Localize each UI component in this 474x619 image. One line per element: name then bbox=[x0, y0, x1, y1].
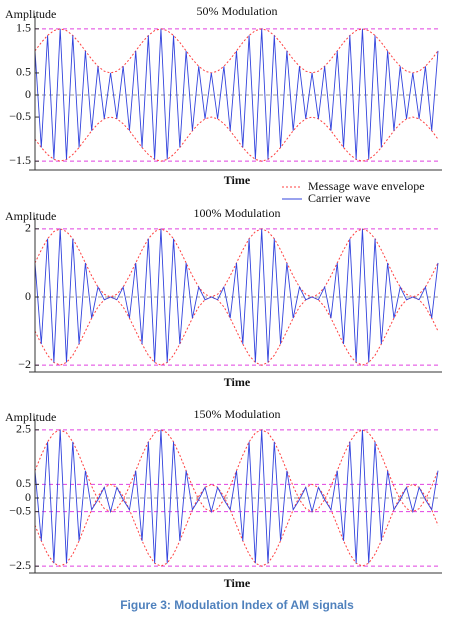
legend-label: Message wave envelope bbox=[308, 179, 425, 193]
y-tick-label: −2.5 bbox=[9, 558, 31, 572]
y-tick-label: −1.5 bbox=[9, 153, 31, 167]
y-tick-label: 1.5 bbox=[16, 21, 31, 35]
y-axis-label: Amplitude bbox=[5, 209, 56, 223]
envelope-line bbox=[34, 296, 439, 366]
legend-label: Carrier wave bbox=[308, 191, 370, 205]
y-tick-label: −2 bbox=[18, 357, 31, 371]
x-axis-label: Time bbox=[224, 375, 251, 389]
envelope-line bbox=[34, 116, 439, 162]
caption: Figure 3: Modulation Index of AM signals bbox=[120, 598, 354, 612]
x-axis-label: Time bbox=[224, 173, 251, 187]
y-tick-label: 0.5 bbox=[16, 476, 31, 490]
y-axis-label: Amplitude bbox=[5, 7, 56, 21]
carrier-line bbox=[34, 429, 439, 564]
carrier-line bbox=[34, 28, 439, 160]
x-axis-label: Time bbox=[224, 576, 251, 590]
carrier-line bbox=[34, 228, 439, 363]
envelope-line bbox=[34, 28, 439, 74]
y-tick-label: 2 bbox=[25, 221, 31, 235]
y-tick-label: −0.5 bbox=[9, 503, 31, 517]
chart-title: 50% Modulation bbox=[197, 4, 278, 18]
y-tick-label: 2.5 bbox=[16, 422, 31, 436]
envelope-line bbox=[34, 483, 439, 567]
y-axis-label: Amplitude bbox=[5, 410, 56, 424]
y-tick-label: −0.5 bbox=[9, 109, 31, 123]
y-tick-label: 0 bbox=[25, 289, 31, 303]
chart-title: 100% Modulation bbox=[194, 206, 281, 220]
chart-title: 150% Modulation bbox=[194, 407, 281, 421]
y-tick-label: 0 bbox=[25, 87, 31, 101]
y-tick-label: 0 bbox=[25, 490, 31, 504]
y-tick-label: 0.5 bbox=[16, 65, 31, 79]
